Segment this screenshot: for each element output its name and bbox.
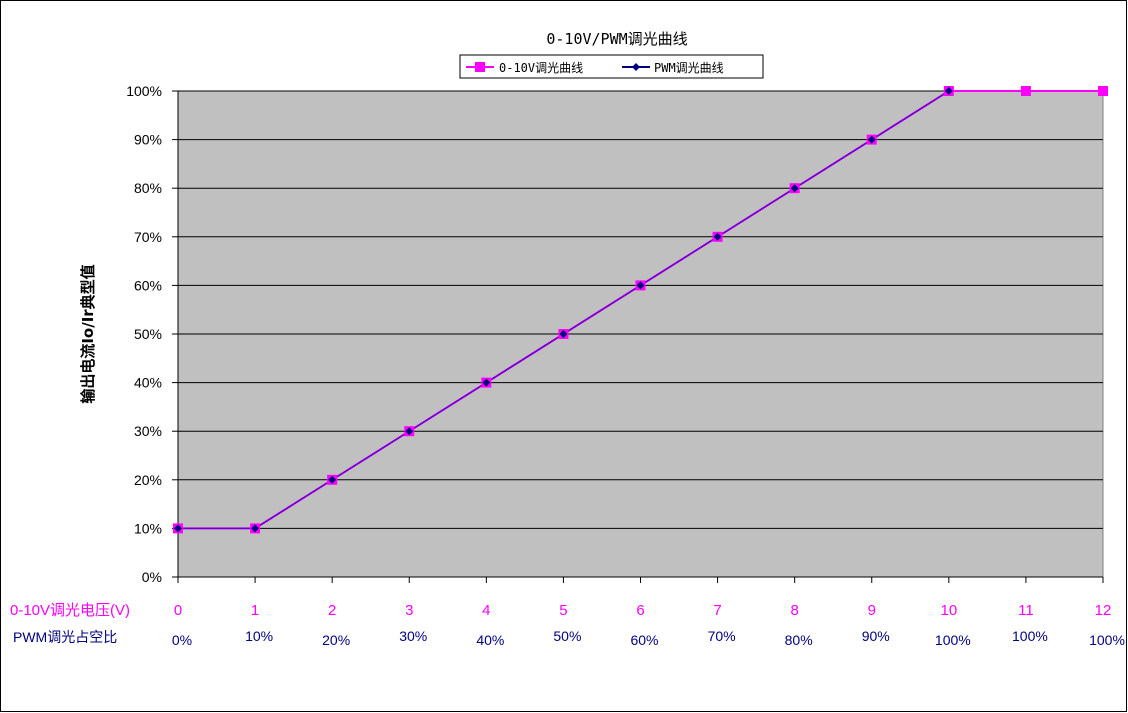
legend-marker-pwm — [632, 63, 640, 71]
x-tick-label-pwm: 60% — [630, 632, 658, 648]
y-tick-label: 10% — [134, 520, 162, 536]
x-tick-label-voltage: 12 — [1095, 602, 1112, 619]
x-tick-label-voltage: 4 — [482, 602, 490, 619]
x-tick-label-voltage: 7 — [713, 602, 721, 619]
chart-title: 0-10V/PWM调光曲线 — [546, 30, 687, 48]
y-tick-label: 30% — [134, 423, 162, 439]
point-pwm — [405, 427, 414, 436]
y-tick-labels: 0% 10% 20% 30% 40% 50% 60% 70% 80% 90% 100% — [126, 83, 162, 585]
x-tick-label-pwm: 90% — [862, 628, 890, 644]
y-tick-label: 90% — [134, 132, 162, 148]
point-pwm — [944, 87, 953, 95]
x-tick-label-pwm: 10% — [245, 628, 273, 644]
legend-box — [459, 54, 764, 79]
gridlines — [172, 90, 1103, 578]
row1-label: 0-10V调光电压(V) — [10, 602, 130, 619]
x-tick-label-pwm: 40% — [476, 632, 504, 648]
legend-label-0-10v: 0-10V调光曲线 — [499, 61, 583, 75]
x-tick-label-voltage: 6 — [636, 602, 644, 619]
point-0-10v — [1098, 86, 1108, 96]
x-tick-label-voltage: 5 — [559, 602, 567, 619]
x-tick-label-pwm: 100% — [935, 632, 971, 648]
x-tick-label-voltage: 0 — [174, 602, 182, 619]
point-0-10v — [1020, 86, 1031, 96]
point-pwm — [559, 330, 568, 338]
point-pwm — [636, 281, 645, 290]
x-tick-label-voltage: 9 — [868, 602, 876, 619]
y-tick-label: 60% — [134, 277, 162, 293]
point-pwm — [790, 184, 799, 193]
point-pwm — [328, 475, 337, 484]
x-tick-label-voltage: 11 — [1018, 602, 1034, 619]
x-tick-label-pwm: 100% — [1012, 628, 1048, 644]
y-tick-label: 70% — [134, 229, 162, 245]
y-tick-label: 0% — [142, 569, 162, 585]
y-tick-label: 40% — [134, 375, 162, 391]
markers — [173, 86, 1108, 534]
legend-label-pwm: PWM调光曲线 — [654, 61, 724, 75]
axes — [177, 91, 1104, 583]
point-pwm — [174, 524, 182, 533]
x-tick-labels: 0 1 2 3 4 5 6 7 8 9 10 11 120% 10% 20% 30% 40% 50% 60% 70% 8… — [172, 602, 1125, 648]
y-tick-label: 80% — [134, 180, 162, 196]
legend-marker-0-10v — [475, 62, 485, 72]
legend: 0-10V调光曲线 PWM调光曲线 — [459, 54, 764, 79]
x-tick-label-pwm: 100% — [1089, 632, 1125, 648]
point-pwm — [713, 232, 722, 241]
x-tick-label-voltage: 3 — [405, 602, 413, 619]
row2-label: PWM调光占空比 — [13, 629, 117, 645]
y-tick-label: 100% — [126, 83, 162, 99]
point-pwm — [867, 135, 876, 144]
y-tick-label: 20% — [134, 472, 162, 488]
x-tick-label-pwm: 50% — [553, 628, 581, 644]
x-tick-label-pwm: 20% — [322, 632, 350, 648]
point-pwm — [482, 378, 491, 387]
x-tick-label-pwm: 70% — [708, 628, 736, 644]
x-tick-label-voltage: 10 — [940, 602, 957, 619]
x-tick-label-pwm: 80% — [785, 632, 813, 648]
y-tick-label: 50% — [134, 326, 162, 342]
point-pwm — [251, 524, 260, 533]
y-axis-label: 输出电流Io/Ir典型值 — [79, 264, 97, 403]
x-tick-label-voltage: 2 — [328, 602, 336, 619]
x-tick-label-pwm: 0% — [172, 632, 192, 648]
x-tick-label-voltage: 8 — [790, 602, 798, 619]
x-tick-label-voltage: 1 — [251, 602, 259, 619]
x-tick-label-pwm: 30% — [399, 628, 427, 644]
